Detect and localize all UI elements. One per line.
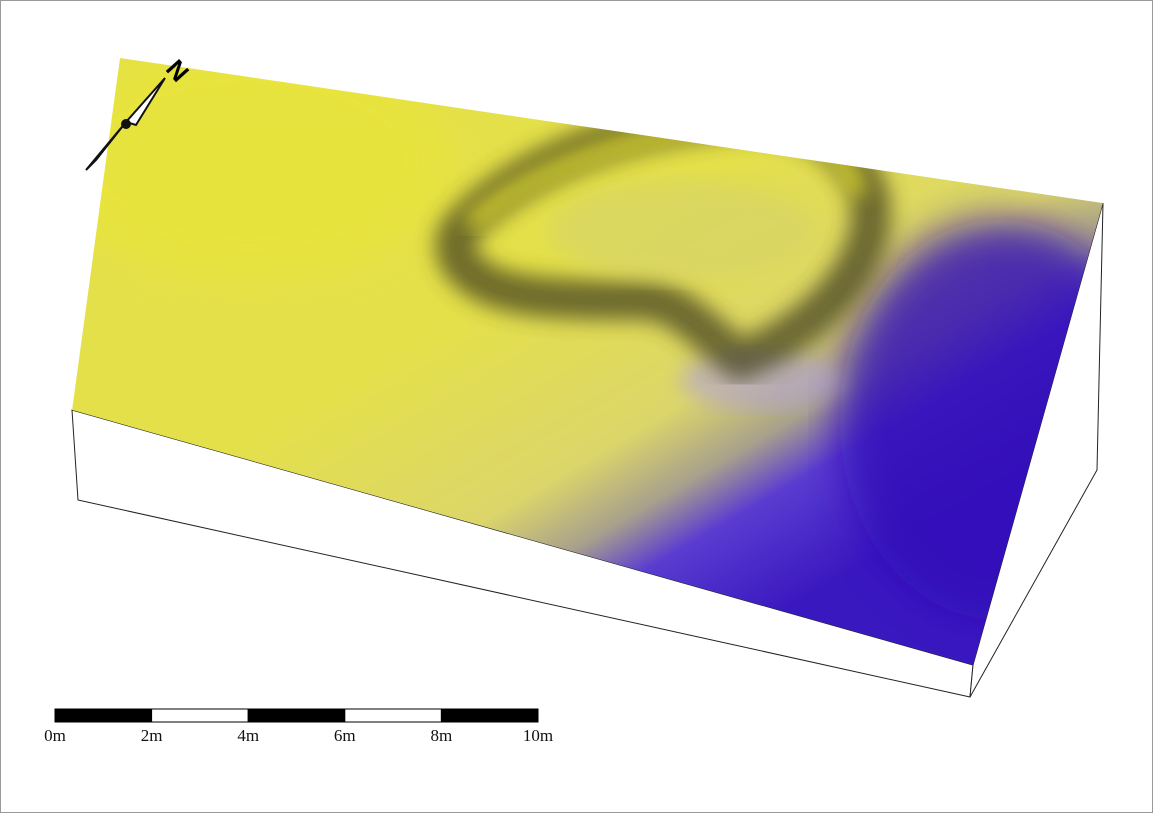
scale-segment [55, 709, 152, 722]
scale-label: 4m [237, 726, 259, 745]
page: N 0m2m4m6m8m10m (() => { const data = JS… [0, 0, 1153, 813]
scale-label: 2m [141, 726, 163, 745]
terrain-map: N 0m2m4m6m8m10m [0, 0, 1153, 813]
crater-floor [550, 180, 810, 280]
scale-segment [152, 709, 249, 722]
scale-label: 0m [44, 726, 66, 745]
scale-segment [248, 709, 345, 722]
scale-label: 6m [334, 726, 356, 745]
scale-segment [345, 709, 442, 722]
scale-segment [441, 709, 538, 722]
arrow-pivot [121, 119, 131, 129]
scale-label: 10m [523, 726, 553, 745]
scale-label: 8m [431, 726, 453, 745]
